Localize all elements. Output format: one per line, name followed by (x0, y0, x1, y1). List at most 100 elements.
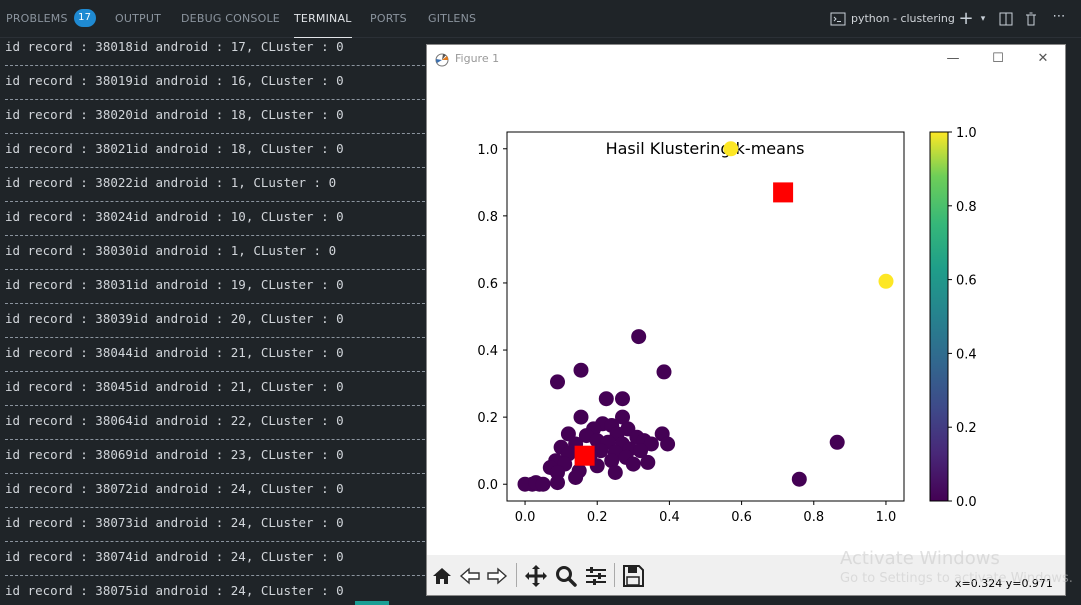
y-tick-label: 0.4 (477, 344, 498, 359)
add-terminal-icon[interactable]: + (958, 8, 974, 29)
data-point (633, 443, 648, 459)
terminal-line: id record : 38024id android : 10, CLuste… (5, 209, 344, 224)
centroid-marker (574, 445, 595, 466)
data-point (625, 456, 641, 472)
more-actions-icon[interactable]: ⋯ (1052, 9, 1066, 24)
data-point (573, 362, 589, 378)
back-arrow-icon[interactable] (457, 563, 483, 589)
terminal-line: id record : 38073id android : 24, CLuste… (5, 515, 344, 530)
data-point (640, 454, 656, 470)
trash-icon[interactable] (1023, 11, 1039, 27)
figure-window: Figure 1 — ☐ ✕ Hasil Klustering k-means … (426, 44, 1066, 596)
tab-terminal[interactable]: TERMINAL (294, 0, 352, 38)
data-point (829, 434, 845, 450)
data-point (631, 329, 647, 345)
cursor-coordinates: x=0.324 y=0.971 (955, 577, 1053, 590)
centroid-marker (773, 182, 794, 203)
colorbar (929, 131, 949, 502)
problems-count-badge: 17 (73, 9, 96, 27)
save-icon[interactable] (620, 563, 646, 589)
chart-title: Hasil Klustering k-means (606, 139, 805, 158)
colorbar-tick-label: 0.2 (956, 421, 977, 436)
terminal-separator-line (5, 235, 430, 236)
panel-tab-bar: PROBLEMS 17 OUTPUT DEBUG CONSOLE TERMINAL… (0, 0, 1081, 38)
data-point (660, 436, 676, 452)
tab-debug-console[interactable]: DEBUG CONSOLE (181, 12, 280, 25)
tab-gitlens[interactable]: GITLENS (428, 12, 477, 25)
colorbar-tick-label: 0.6 (956, 274, 977, 289)
terminal-line: id record : 38031id android : 19, CLuste… (5, 277, 344, 292)
home-icon[interactable] (429, 563, 455, 589)
data-point (550, 475, 565, 491)
data-point (791, 471, 807, 487)
terminal-line: id record : 38075id android : 24, CLuste… (5, 583, 344, 598)
toolbar-separator (516, 563, 517, 587)
toolbar-separator (614, 563, 615, 587)
terminal-line: id record : 38045id android : 21, CLuste… (5, 379, 344, 394)
terminal-separator-line (5, 541, 430, 542)
data-point (643, 436, 659, 452)
tab-output[interactable]: OUTPUT (115, 12, 162, 25)
tab-problems[interactable]: PROBLEMS 17 (6, 0, 96, 38)
pan-icon[interactable] (523, 563, 549, 589)
y-tick-label: 0.0 (477, 478, 498, 493)
terminal-line: id record : 38030id android : 1, CLuster… (5, 243, 337, 258)
terminal-separator-line (5, 201, 430, 202)
axes-frame (506, 131, 905, 502)
chevron-down-icon[interactable]: ▾ (980, 14, 986, 24)
terminal-line: id record : 38074id android : 24, CLuste… (5, 549, 344, 564)
close-button[interactable]: ✕ (1037, 51, 1049, 66)
tab-ports[interactable]: PORTS (370, 12, 407, 25)
terminal-line: id record : 38044id android : 21, CLuste… (5, 345, 344, 360)
split-terminal-icon[interactable] (998, 11, 1014, 27)
terminal-instance-name[interactable]: python - clustering (851, 12, 955, 25)
terminal-separator-line (5, 439, 430, 440)
x-tick-label: 0.0 (515, 510, 536, 525)
data-point (604, 453, 620, 469)
terminal-line: id record : 38018id android : 17, CLuste… (5, 39, 344, 54)
terminal-icon (830, 12, 846, 26)
terminal-separator-line (5, 473, 430, 474)
minimize-button[interactable]: — (946, 51, 960, 66)
y-tick-label: 0.8 (477, 210, 498, 225)
terminal-line: id record : 38039id android : 20, CLuste… (5, 311, 344, 326)
data-point (568, 470, 584, 485)
terminal-scroll-indicator (355, 601, 389, 605)
x-tick-label: 0.4 (659, 510, 680, 525)
y-tick-label: 1.0 (477, 143, 498, 158)
terminal-separator-line (5, 507, 430, 508)
terminal-line: id record : 38019id android : 16, CLuste… (5, 73, 344, 88)
configure-subplots-icon[interactable] (583, 563, 609, 589)
terminal-output[interactable]: id record : 38018id android : 17, CLuste… (0, 38, 430, 605)
y-tick-label: 0.6 (477, 277, 498, 292)
colorbar-tick-label: 0.4 (956, 347, 977, 362)
terminal-separator-line (5, 99, 430, 100)
terminal-line: id record : 38020id android : 18, CLuste… (5, 107, 344, 122)
figure-title-bar: Figure 1 — ☐ ✕ (427, 45, 1065, 75)
figure-title: Figure 1 (455, 52, 500, 65)
x-tick-label: 0.8 (803, 510, 824, 525)
x-tick-label: 0.6 (731, 510, 752, 525)
terminal-separator-line (5, 575, 430, 576)
terminal-separator-line (5, 371, 430, 372)
zoom-icon[interactable] (553, 563, 579, 589)
data-point (607, 465, 623, 480)
colorbar-tick-label: 1.0 (956, 126, 977, 141)
x-tick-label: 0.2 (587, 510, 608, 525)
terminal-line: id record : 38072id android : 24, CLuste… (5, 481, 344, 496)
terminal-line: id record : 38069id android : 23, CLuste… (5, 447, 344, 462)
data-point (573, 409, 589, 425)
tab-label: PROBLEMS (6, 12, 68, 25)
data-point (615, 409, 630, 425)
data-point (723, 141, 739, 157)
data-point (535, 476, 551, 492)
matplotlib-app-icon (435, 53, 449, 67)
maximize-button[interactable]: ☐ (992, 51, 1004, 66)
data-point (598, 391, 614, 407)
terminal-line: id record : 38022id android : 1, CLuster… (5, 175, 337, 190)
scatter-plot[interactable]: Hasil Klustering k-means 0.0 0.2 0.4 0.6 0.8… (427, 75, 1067, 555)
terminal-separator-line (5, 133, 430, 134)
forward-arrow-icon[interactable] (484, 563, 510, 589)
figure-toolbar: x=0.324 y=0.971 (427, 555, 1065, 595)
terminal-line: id record : 38064id android : 22, CLuste… (5, 413, 344, 428)
